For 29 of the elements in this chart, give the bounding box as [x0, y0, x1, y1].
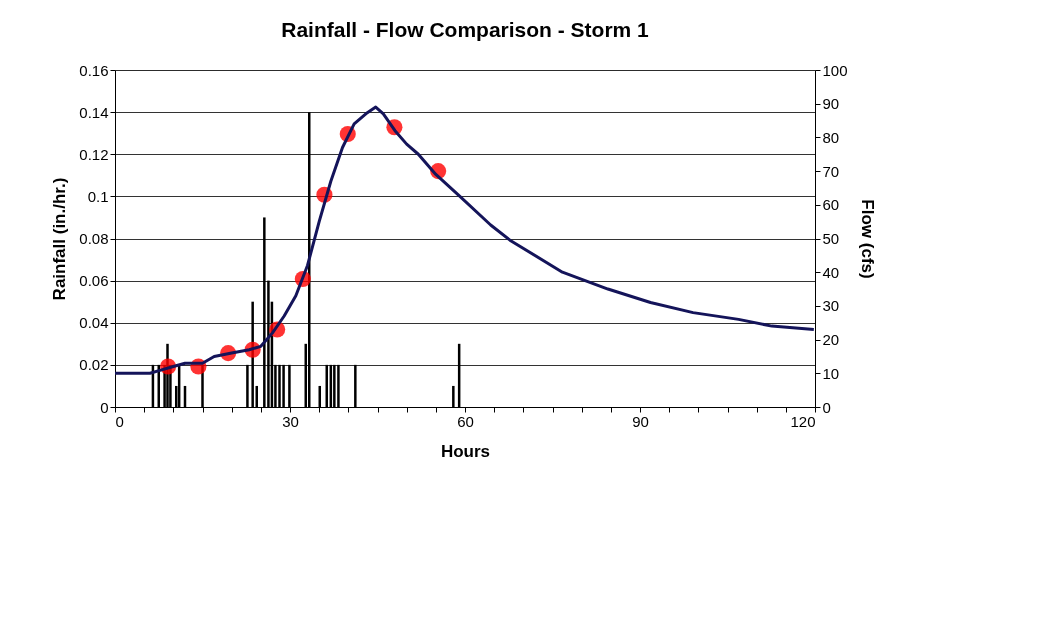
- y-tick-label: 0.04: [79, 314, 109, 332]
- y-axis-title: Rainfall (in./hr.): [50, 177, 70, 301]
- y2-tick-label: 30: [822, 297, 840, 315]
- y-tick-label: 0.06: [79, 272, 109, 290]
- y-tick-label: 0.02: [79, 356, 109, 374]
- y-tick-label: 0.14: [79, 103, 109, 121]
- y2-tick-label: 90: [822, 95, 840, 113]
- x-tick-label: 90: [632, 412, 649, 430]
- x-tick-label: 120: [790, 412, 816, 430]
- x-tick-label: 60: [457, 412, 474, 430]
- y2-tick-label: 10: [822, 364, 840, 382]
- y2-axis-title: Flow (cfs): [857, 199, 877, 279]
- y-tick-label: 0.08: [79, 230, 109, 247]
- y2-tick-label: 50: [822, 230, 840, 247]
- y2-tick-label: 20: [822, 331, 840, 349]
- y-tick-label: 0.16: [79, 61, 109, 79]
- y2-tick-label: 0: [822, 398, 831, 416]
- y2-tick-label: 100: [822, 61, 848, 79]
- x-tick-label: 0: [115, 412, 124, 430]
- y2-tick-label: 70: [822, 162, 840, 180]
- y2-tick-label: 80: [822, 128, 840, 146]
- y-tick-label: 0.12: [79, 145, 109, 163]
- x-tick-label: 30: [282, 412, 299, 430]
- y2-tick-label: 60: [822, 196, 840, 214]
- y2-tick-label: 40: [822, 263, 840, 281]
- y-tick-label: 0: [100, 398, 109, 416]
- chart-title: Rainfall - Flow Comparison - Storm 1: [281, 18, 650, 41]
- x-axis-title: Hours: [440, 441, 491, 461]
- y-tick-label: 0.1: [87, 187, 109, 205]
